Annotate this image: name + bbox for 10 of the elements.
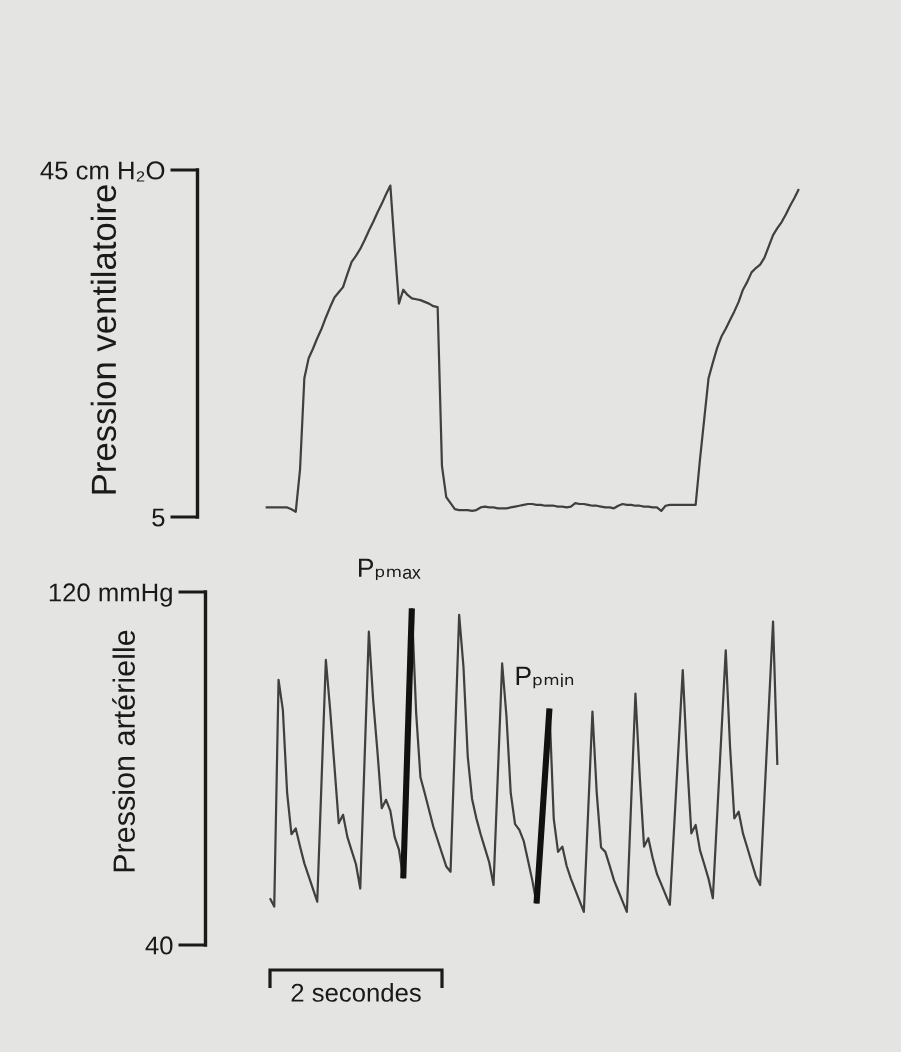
y-axis-title: Pression ventilatoire: [90, 185, 117, 494]
series-label: Pₚₘᵢₙ: [516, 666, 574, 689]
x-axis-title: 2 secondes: [291, 983, 421, 1002]
y-tick-label: 5: [152, 508, 165, 527]
y-tick-label: 120 mmHg: [49, 583, 172, 607]
y-tick-label: 45 cm H₂O: [40, 161, 165, 182]
series-label: Pₚₘₐₓ: [359, 558, 421, 581]
y-tick-label: 40: [145, 936, 173, 955]
line-series: [264, 184, 800, 513]
y-axis-title: Pression artérielle: [112, 630, 135, 872]
